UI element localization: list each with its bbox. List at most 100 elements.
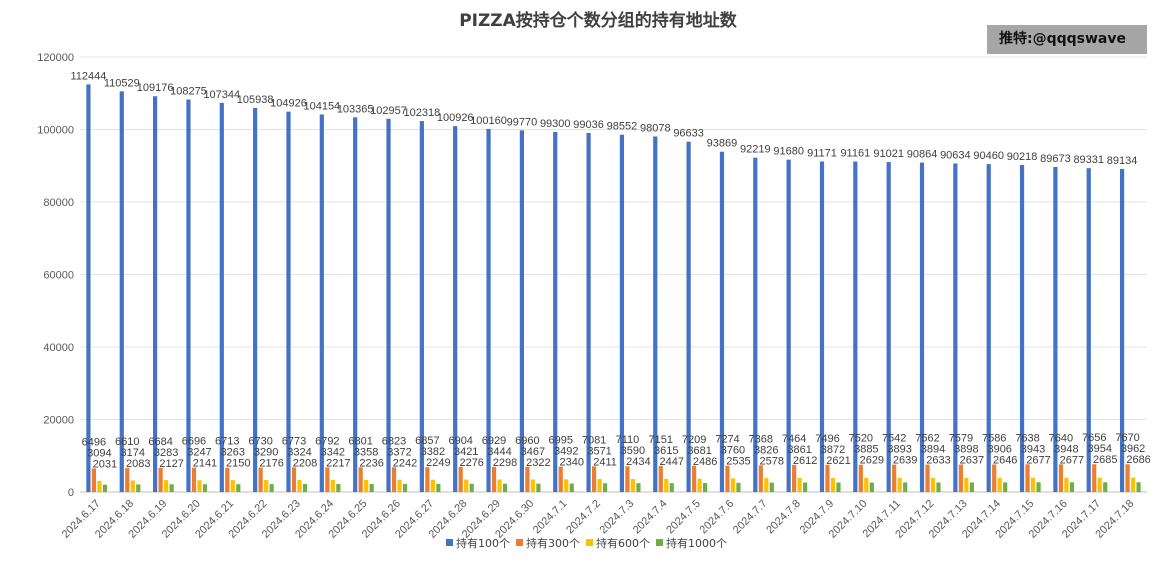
data-label: 104926 [270, 98, 307, 110]
bar [1092, 464, 1097, 492]
data-label: 102318 [404, 107, 441, 119]
y-tick-label: 0 [68, 487, 74, 499]
bar [402, 483, 408, 492]
x-tick-label: 2024.7.6 [698, 498, 737, 537]
bar [953, 163, 958, 492]
bar [736, 482, 741, 492]
data-label: 112444 [70, 70, 106, 82]
bar [719, 151, 725, 493]
bar [1130, 477, 1136, 492]
data-label: 2633 [926, 455, 950, 467]
bar [119, 91, 124, 493]
data-label: 3290 [254, 447, 278, 459]
bar [291, 467, 297, 492]
bar [686, 141, 691, 492]
data-label: 91171 [807, 148, 837, 160]
bar [825, 464, 830, 492]
bar [625, 466, 630, 492]
data-label: 104154 [303, 100, 340, 112]
bar [925, 464, 930, 492]
data-label: 3893 [887, 444, 911, 456]
data-label: 3861 [787, 444, 811, 456]
data-label: 7638 [1015, 432, 1039, 444]
x-tick-label: 2024.7.1 [531, 498, 570, 537]
data-label: 3681 [687, 445, 711, 457]
bar [258, 467, 263, 492]
bar [86, 84, 91, 492]
bar [591, 466, 597, 492]
data-label: 2242 [393, 457, 417, 469]
y-tick-label: 80000 [43, 197, 74, 209]
bar [186, 99, 191, 493]
data-label: 2249 [426, 457, 450, 469]
data-label: 100926 [437, 112, 474, 124]
data-label: 3174 [121, 447, 145, 459]
bar [869, 482, 874, 492]
x-tick-label: 2024.7.8 [764, 498, 803, 537]
bar [397, 479, 402, 492]
data-label: 2217 [326, 457, 350, 469]
data-label: 7496 [815, 433, 839, 445]
data-label: 98078 [640, 122, 671, 134]
data-label: 2621 [826, 455, 850, 467]
data-label: 91161 [840, 148, 870, 160]
bar [319, 114, 324, 493]
bar [769, 482, 774, 492]
bar [725, 465, 730, 492]
y-tick-label: 20000 [43, 415, 74, 427]
bar [792, 464, 797, 492]
x-tick-label: 2024.7.4 [631, 498, 670, 537]
bar [564, 479, 569, 492]
data-label: 3615 [654, 445, 678, 457]
data-label: 2637 [960, 455, 984, 467]
bar [91, 468, 97, 492]
data-label: 2434 [626, 456, 650, 468]
data-label: 3444 [487, 446, 511, 458]
bar [530, 479, 535, 492]
data-label: 3826 [754, 444, 778, 456]
y-tick-label: 40000 [43, 342, 74, 354]
data-label: 2236 [359, 457, 383, 469]
bar [125, 468, 130, 492]
legend-swatch [656, 539, 663, 546]
legend-label: 持有300个 [526, 536, 580, 550]
data-label: 3324 [287, 446, 311, 458]
data-label: 105938 [237, 94, 274, 106]
y-axis-ticks: 0 20000 40000 60000 80000 100000 120000 [37, 52, 74, 499]
bar [1030, 477, 1036, 492]
data-label: 6929 [482, 435, 506, 447]
data-label: 2685 [1093, 454, 1117, 466]
bar [797, 478, 802, 492]
data-label: 6496 [82, 436, 106, 448]
bar [469, 483, 474, 492]
data-label: 2276 [459, 457, 483, 469]
bar [264, 480, 269, 492]
data-label: 98552 [607, 121, 638, 133]
x-tick-label: 2024.7.3 [598, 498, 637, 537]
bar [325, 467, 330, 492]
data-label: 6960 [515, 435, 539, 447]
bar [886, 162, 891, 492]
data-label: 6801 [348, 435, 372, 447]
bar [569, 483, 574, 492]
bar [964, 477, 969, 492]
bar [853, 161, 858, 492]
bar [297, 479, 302, 492]
data-label: 2141 [193, 458, 217, 470]
data-label: 2677 [1026, 454, 1050, 466]
bar [897, 477, 902, 492]
data-label: 2629 [860, 455, 884, 467]
bar [558, 466, 563, 492]
bar [919, 162, 925, 493]
bar [758, 465, 763, 492]
data-label: 7464 [782, 433, 806, 445]
data-label: 2578 [760, 455, 784, 467]
bar [353, 117, 358, 492]
bar [1003, 482, 1008, 492]
data-label: 3943 [1021, 443, 1045, 455]
legend-swatch [586, 539, 593, 546]
data-label: 102957 [370, 105, 407, 117]
bar [597, 479, 602, 492]
data-label: 6773 [282, 435, 306, 447]
